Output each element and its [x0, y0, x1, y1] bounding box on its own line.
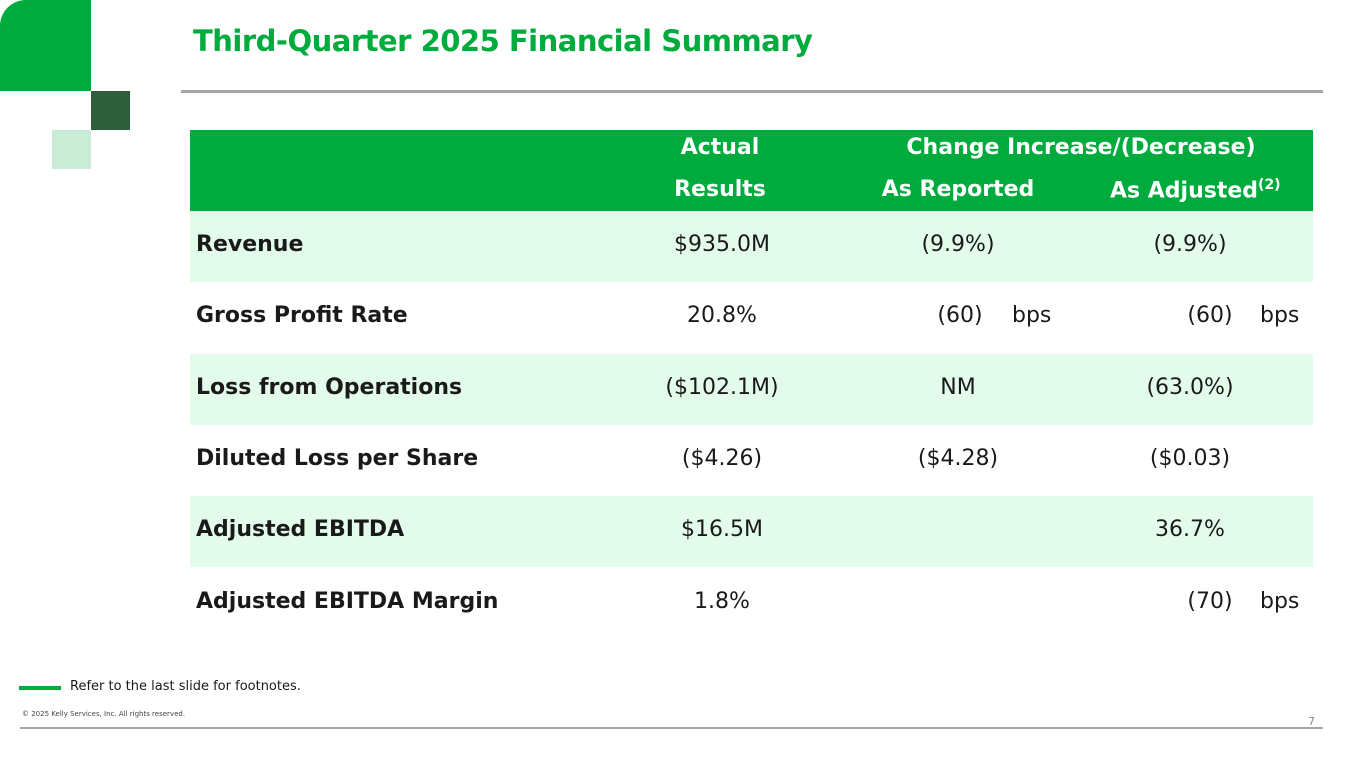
table-row: Adjusted EBITDA $16.5M 36.7%: [190, 496, 1313, 568]
title-divider: [181, 90, 1323, 93]
reported-value: ($4.28): [917, 445, 999, 471]
reported-value: NM: [940, 374, 976, 400]
actual-value: 1.8%: [694, 588, 750, 614]
footnote-text: Refer to the last slide for footnotes.: [70, 679, 301, 694]
table-row: Revenue $935.0M (9.9%) (9.9%): [190, 211, 1313, 282]
logo-square-large: [0, 0, 91, 91]
reported-value: (9.9%): [921, 232, 995, 257]
header-as-adjusted: As Adjusted(2): [1110, 177, 1281, 203]
header-as-adjusted-label: As Adjusted: [1110, 178, 1259, 204]
footnote-ref: (2): [1258, 177, 1281, 193]
header-actual-1: Actual: [680, 135, 760, 160]
actual-value: ($102.1M): [665, 374, 779, 400]
page-number: 7: [1308, 715, 1315, 728]
header-change: Change Increase/(Decrease): [906, 135, 1256, 160]
header-actual-2: Results: [674, 177, 766, 202]
adjusted-value: (63.0%): [1146, 374, 1234, 400]
actual-value: $935.0M: [674, 232, 770, 257]
header-as-reported: As Reported: [881, 177, 1035, 202]
table-row: Gross Profit Rate 20.8% (60) bps (60) bps: [190, 282, 1313, 353]
row-label: Loss from Operations: [196, 374, 463, 400]
adjusted-unit: bps: [1260, 588, 1300, 614]
page-title: Third-Quarter 2025 Financial Summary: [193, 24, 813, 58]
row-label: Adjusted EBITDA: [196, 517, 405, 543]
reported-unit: bps: [1012, 303, 1052, 329]
copyright: © 2025 Kelly Services, Inc. All rights r…: [22, 710, 186, 718]
table-row: Loss from Operations ($102.1M) NM (63.0%): [190, 353, 1313, 425]
actual-value: ($4.26): [681, 445, 763, 471]
adjusted-value: (60): [1187, 303, 1233, 329]
row-label: Revenue: [196, 232, 304, 257]
table-row: Diluted Loss per Share ($4.26) ($4.28) ($0.…: [190, 425, 1313, 496]
adjusted-unit: bps: [1260, 303, 1300, 329]
logo-square-dark: [91, 91, 130, 130]
table-row: Adjusted EBITDA Margin 1.8% (70) bps: [190, 568, 1313, 639]
reported-value: (60): [937, 303, 983, 329]
actual-value: 20.8%: [687, 303, 757, 329]
actual-value: $16.5M: [681, 517, 763, 543]
adjusted-value: (9.9%): [1153, 232, 1227, 257]
adjusted-value: (70): [1187, 588, 1233, 614]
footnote-bar: [19, 686, 61, 690]
row-label: Diluted Loss per Share: [196, 445, 479, 471]
footer-divider: [20, 727, 1323, 729]
adjusted-value: ($0.03): [1149, 445, 1231, 471]
row-label: Gross Profit Rate: [196, 303, 408, 329]
table-header: Actual Results Change Increase/(Decrease…: [190, 130, 1313, 211]
logo-square-light: [52, 130, 91, 169]
adjusted-value: 36.7%: [1155, 517, 1225, 543]
row-label: Adjusted EBITDA Margin: [196, 588, 499, 614]
